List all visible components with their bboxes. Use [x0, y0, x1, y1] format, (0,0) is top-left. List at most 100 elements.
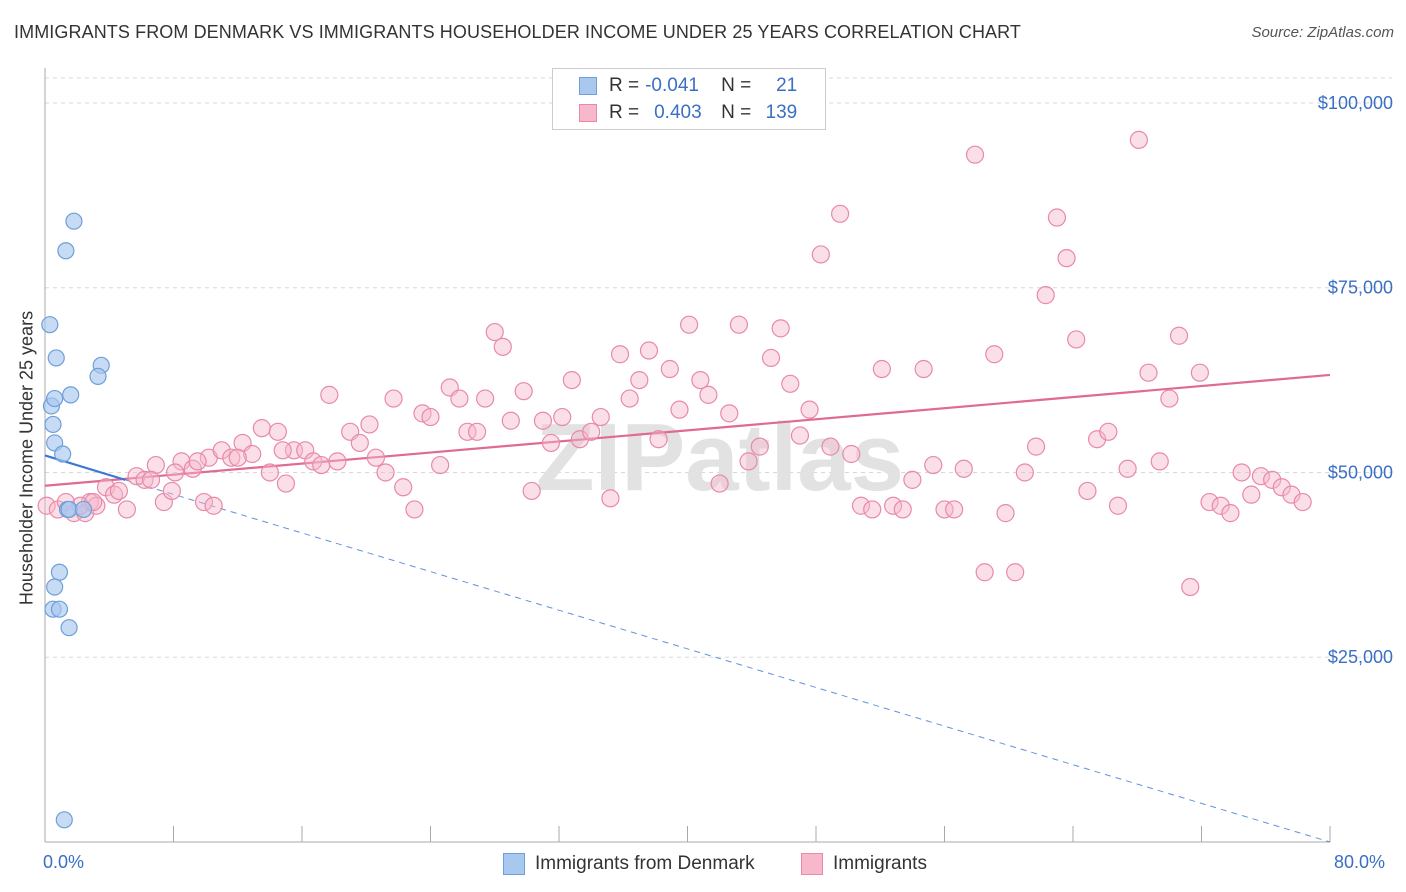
data-point-immigrants	[699, 385, 718, 404]
legend-r-value: -0.041	[645, 75, 699, 96]
data-point-immigrants	[1118, 459, 1137, 478]
data-point-immigrants	[739, 452, 758, 471]
data-point-immigrants	[135, 470, 154, 489]
series-immigrants-from-denmark	[41, 212, 110, 829]
data-point-immigrants	[376, 463, 395, 482]
data-point-immigrants	[312, 455, 331, 475]
data-point-immigrants	[965, 145, 985, 164]
legend-r-label: R =	[609, 75, 640, 96]
data-point-denmark	[57, 242, 75, 260]
data-point-immigrants	[1129, 130, 1148, 150]
data-point-immigrants	[800, 400, 819, 419]
data-point-denmark	[89, 367, 107, 385]
data-point-immigrants	[863, 500, 882, 519]
data-point-immigrants	[1190, 363, 1209, 382]
data-point-immigrants	[1139, 363, 1158, 382]
data-point-immigrants	[945, 500, 964, 519]
data-point-immigrants	[260, 463, 279, 482]
data-point-denmark	[54, 445, 72, 463]
source-credit: Source: ZipAtlas.com	[1251, 24, 1394, 41]
data-point-denmark	[50, 563, 69, 581]
bottom-legend-label-immigrants: Immigrants	[833, 853, 927, 874]
chart-title: IMMIGRANTS FROM DENMARK VS IMMIGRANTS HO…	[14, 22, 1022, 42]
data-point-immigrants	[1006, 563, 1025, 582]
trend-line-immigrants	[44, 373, 1331, 487]
trend-line-denmark-extrapolated	[125, 479, 1331, 843]
data-point-immigrants	[872, 359, 891, 379]
data-point-immigrants	[842, 444, 861, 464]
data-point-denmark	[74, 500, 93, 519]
data-point-immigrants	[649, 430, 668, 449]
data-point-immigrants	[37, 496, 56, 515]
bottom-legend-immigrants: Immigrants	[801, 852, 927, 876]
series-immigrants	[37, 130, 1312, 597]
data-point-immigrants	[514, 382, 533, 401]
y-tick-label: $100,000	[1318, 93, 1393, 113]
data-point-immigrants	[610, 345, 630, 364]
data-point-immigrants	[1067, 330, 1086, 349]
legend-n-label: N =	[721, 102, 752, 123]
data-point-immigrants	[830, 204, 850, 223]
data-point-immigrants	[360, 415, 379, 434]
data-point-immigrants	[1251, 467, 1271, 486]
data-point-immigrants	[562, 370, 581, 390]
data-point-immigrants	[1221, 504, 1240, 523]
data-point-immigrants	[212, 441, 231, 460]
data-point-immigrants	[328, 452, 347, 471]
data-point-immigrants	[639, 341, 659, 360]
data-point-immigrants	[954, 459, 973, 478]
data-point-immigrants	[268, 422, 288, 441]
x-axis-max-label: 80.0%	[1334, 852, 1386, 872]
data-point-immigrants	[1015, 463, 1034, 482]
data-point-immigrants	[781, 374, 800, 393]
data-point-immigrants	[680, 315, 699, 334]
data-point-immigrants	[985, 345, 1004, 364]
legend-swatch-immigrants	[579, 104, 597, 122]
data-point-immigrants	[450, 389, 469, 408]
data-point-immigrants	[493, 337, 512, 356]
data-point-immigrants	[141, 470, 161, 489]
data-point-immigrants	[188, 452, 207, 471]
legend-swatch-denmark	[579, 77, 597, 95]
data-point-immigrants	[1047, 208, 1067, 227]
data-point-immigrants	[771, 319, 790, 338]
data-point-immigrants	[821, 437, 840, 456]
data-point-immigrants	[903, 470, 922, 489]
data-point-immigrants	[1263, 470, 1282, 489]
data-point-immigrants	[591, 407, 610, 427]
data-point-immigrants	[222, 448, 241, 467]
data-point-immigrants	[476, 389, 495, 408]
y-tick-labels: $25,000 $50,000 $75,000 $100,000	[1318, 93, 1393, 667]
data-point-immigrants	[750, 437, 769, 456]
legend-n-value: 21	[776, 75, 798, 96]
legend-r-value: 0.403	[654, 102, 702, 123]
data-point-denmark	[47, 349, 65, 367]
data-point-immigrants	[485, 322, 504, 342]
data-point-immigrants	[394, 478, 413, 497]
data-point-immigrants	[620, 389, 639, 408]
data-point-immigrants	[996, 504, 1015, 523]
data-point-immigrants	[421, 407, 440, 427]
data-point-immigrants	[1036, 286, 1055, 305]
data-point-denmark	[60, 619, 78, 637]
data-point-immigrants	[811, 245, 830, 264]
data-point-immigrants	[109, 481, 128, 501]
data-point-immigrants	[172, 452, 191, 471]
legend-r-label: R =	[609, 102, 640, 123]
data-point-immigrants	[851, 496, 871, 515]
data-point-immigrants	[204, 496, 223, 515]
data-point-immigrants	[243, 444, 262, 464]
data-point-immigrants	[1026, 437, 1046, 456]
data-point-immigrants	[458, 422, 477, 441]
data-point-denmark	[55, 811, 73, 829]
data-point-immigrants	[194, 492, 214, 512]
bottom-legend-swatch-immigrants	[801, 853, 823, 875]
data-point-immigrants	[273, 441, 292, 460]
data-point-immigrants	[924, 455, 943, 475]
data-point-immigrants	[541, 433, 561, 453]
data-point-immigrants	[893, 500, 912, 519]
data-point-immigrants	[553, 407, 572, 427]
data-point-immigrants	[935, 500, 954, 519]
data-point-denmark	[60, 500, 78, 519]
data-point-denmark	[65, 212, 83, 230]
